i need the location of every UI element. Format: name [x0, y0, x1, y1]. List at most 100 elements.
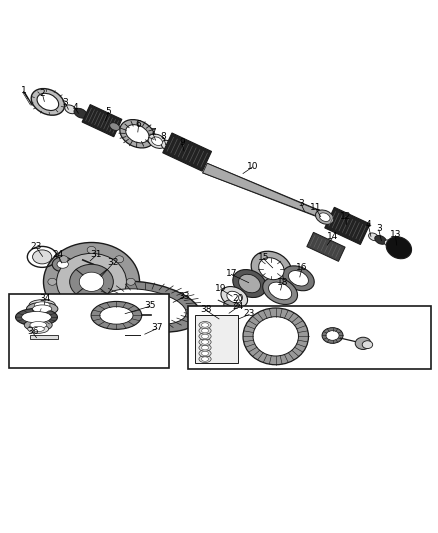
Ellipse shape	[34, 302, 50, 308]
Ellipse shape	[199, 344, 211, 351]
Text: 23: 23	[244, 309, 255, 318]
Ellipse shape	[201, 334, 208, 338]
Ellipse shape	[26, 302, 58, 316]
Ellipse shape	[199, 350, 211, 357]
Text: 16: 16	[296, 263, 308, 272]
Ellipse shape	[126, 125, 149, 143]
Ellipse shape	[319, 213, 330, 221]
Ellipse shape	[87, 246, 96, 253]
Ellipse shape	[326, 330, 339, 340]
Ellipse shape	[103, 289, 186, 325]
Ellipse shape	[15, 309, 57, 326]
Ellipse shape	[201, 351, 208, 356]
Ellipse shape	[29, 300, 55, 310]
Text: 7: 7	[150, 127, 155, 136]
Ellipse shape	[24, 319, 52, 331]
Ellipse shape	[74, 108, 87, 118]
Ellipse shape	[161, 140, 175, 151]
Ellipse shape	[227, 291, 242, 303]
Ellipse shape	[70, 264, 113, 299]
Text: 4: 4	[72, 103, 78, 111]
Ellipse shape	[60, 301, 68, 308]
Polygon shape	[325, 207, 370, 245]
Ellipse shape	[199, 321, 211, 328]
Text: 2: 2	[40, 89, 46, 98]
Ellipse shape	[239, 274, 261, 293]
Text: 14: 14	[327, 232, 338, 241]
Ellipse shape	[57, 253, 127, 310]
Ellipse shape	[37, 93, 59, 110]
Text: 24: 24	[53, 250, 64, 259]
Ellipse shape	[268, 282, 292, 300]
Ellipse shape	[201, 328, 208, 333]
Text: 38: 38	[200, 305, 212, 314]
Ellipse shape	[21, 311, 51, 323]
Text: 3: 3	[376, 224, 381, 233]
Ellipse shape	[115, 256, 124, 263]
Ellipse shape	[120, 119, 155, 148]
Text: 3: 3	[298, 199, 304, 208]
Text: 3: 3	[63, 98, 68, 107]
Text: 8: 8	[161, 132, 166, 141]
Ellipse shape	[315, 210, 334, 224]
Text: 19: 19	[215, 284, 226, 293]
Text: 6: 6	[136, 120, 141, 128]
Polygon shape	[203, 163, 335, 222]
Ellipse shape	[199, 356, 211, 362]
Text: 35: 35	[144, 301, 156, 310]
Ellipse shape	[28, 325, 49, 333]
Text: 32: 32	[108, 257, 119, 266]
Ellipse shape	[221, 287, 247, 308]
Text: 34: 34	[39, 294, 51, 303]
Text: 23: 23	[31, 243, 42, 252]
Ellipse shape	[386, 237, 412, 259]
Ellipse shape	[57, 261, 68, 268]
Polygon shape	[82, 104, 122, 137]
Ellipse shape	[79, 272, 104, 292]
Ellipse shape	[91, 302, 142, 329]
Ellipse shape	[87, 310, 96, 317]
Text: 9: 9	[179, 138, 185, 147]
Text: 37: 37	[151, 323, 163, 332]
Text: 4: 4	[365, 220, 371, 229]
Ellipse shape	[199, 338, 211, 345]
Ellipse shape	[251, 251, 292, 286]
Ellipse shape	[30, 321, 46, 328]
Polygon shape	[307, 232, 345, 261]
Ellipse shape	[201, 323, 208, 327]
Ellipse shape	[52, 257, 73, 272]
Ellipse shape	[283, 266, 314, 290]
Ellipse shape	[375, 236, 386, 244]
Ellipse shape	[32, 250, 52, 264]
Ellipse shape	[199, 333, 211, 340]
Bar	[188, 306, 431, 369]
Text: 12: 12	[340, 212, 351, 221]
Ellipse shape	[253, 317, 298, 356]
Bar	[195, 314, 238, 362]
Ellipse shape	[48, 278, 57, 285]
Text: 31: 31	[90, 250, 102, 259]
Text: 10: 10	[247, 161, 258, 171]
Ellipse shape	[32, 305, 52, 313]
Text: 17: 17	[226, 269, 237, 278]
Ellipse shape	[201, 357, 208, 361]
Ellipse shape	[263, 278, 297, 304]
Text: 15: 15	[258, 253, 269, 262]
Ellipse shape	[31, 88, 64, 115]
Ellipse shape	[369, 233, 378, 241]
Text: 36: 36	[27, 327, 38, 336]
Bar	[10, 294, 169, 368]
Ellipse shape	[243, 308, 308, 365]
Ellipse shape	[199, 327, 211, 334]
Ellipse shape	[60, 256, 68, 263]
Ellipse shape	[148, 134, 166, 148]
Text: 20: 20	[232, 294, 244, 303]
Text: 33: 33	[178, 292, 190, 301]
Ellipse shape	[230, 314, 245, 326]
Bar	[30, 335, 58, 338]
Text: 24: 24	[232, 302, 244, 311]
Ellipse shape	[81, 258, 88, 263]
Ellipse shape	[201, 340, 208, 344]
Ellipse shape	[322, 328, 343, 343]
Ellipse shape	[127, 278, 135, 285]
